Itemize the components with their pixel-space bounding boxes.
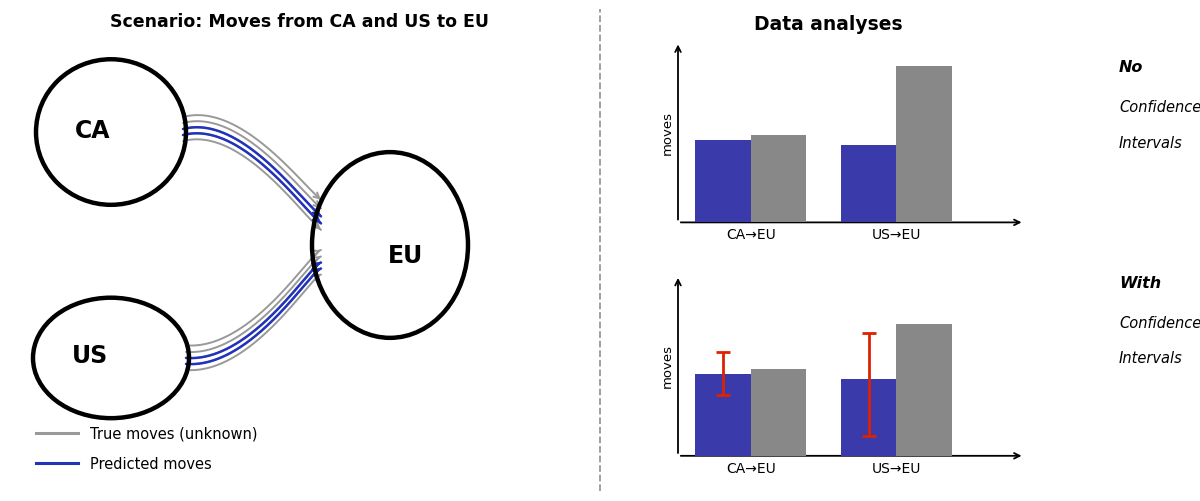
Bar [841, 146, 896, 223]
Y-axis label: moves: moves [661, 344, 674, 388]
Text: Confidence: Confidence [1120, 316, 1200, 331]
Bar [696, 374, 751, 456]
Text: With: With [1120, 276, 1162, 291]
Text: Data analyses: Data analyses [754, 15, 902, 34]
Text: Predicted moves: Predicted moves [90, 456, 211, 471]
Bar [696, 141, 751, 223]
Text: CA: CA [76, 118, 110, 142]
Text: No: No [1120, 60, 1144, 75]
Y-axis label: moves: moves [661, 111, 674, 155]
Text: Intervals: Intervals [1120, 135, 1183, 150]
Text: Confidence: Confidence [1120, 100, 1200, 115]
Text: US: US [72, 344, 108, 368]
Text: True moves (unknown): True moves (unknown) [90, 426, 258, 441]
Bar [751, 369, 806, 456]
Bar [896, 67, 952, 223]
Text: Intervals: Intervals [1120, 351, 1183, 366]
Text: EU: EU [388, 243, 422, 268]
Bar [896, 325, 952, 456]
Bar [841, 379, 896, 456]
Bar [751, 136, 806, 223]
Text: Scenario: Moves from CA and US to EU: Scenario: Moves from CA and US to EU [110, 13, 490, 31]
